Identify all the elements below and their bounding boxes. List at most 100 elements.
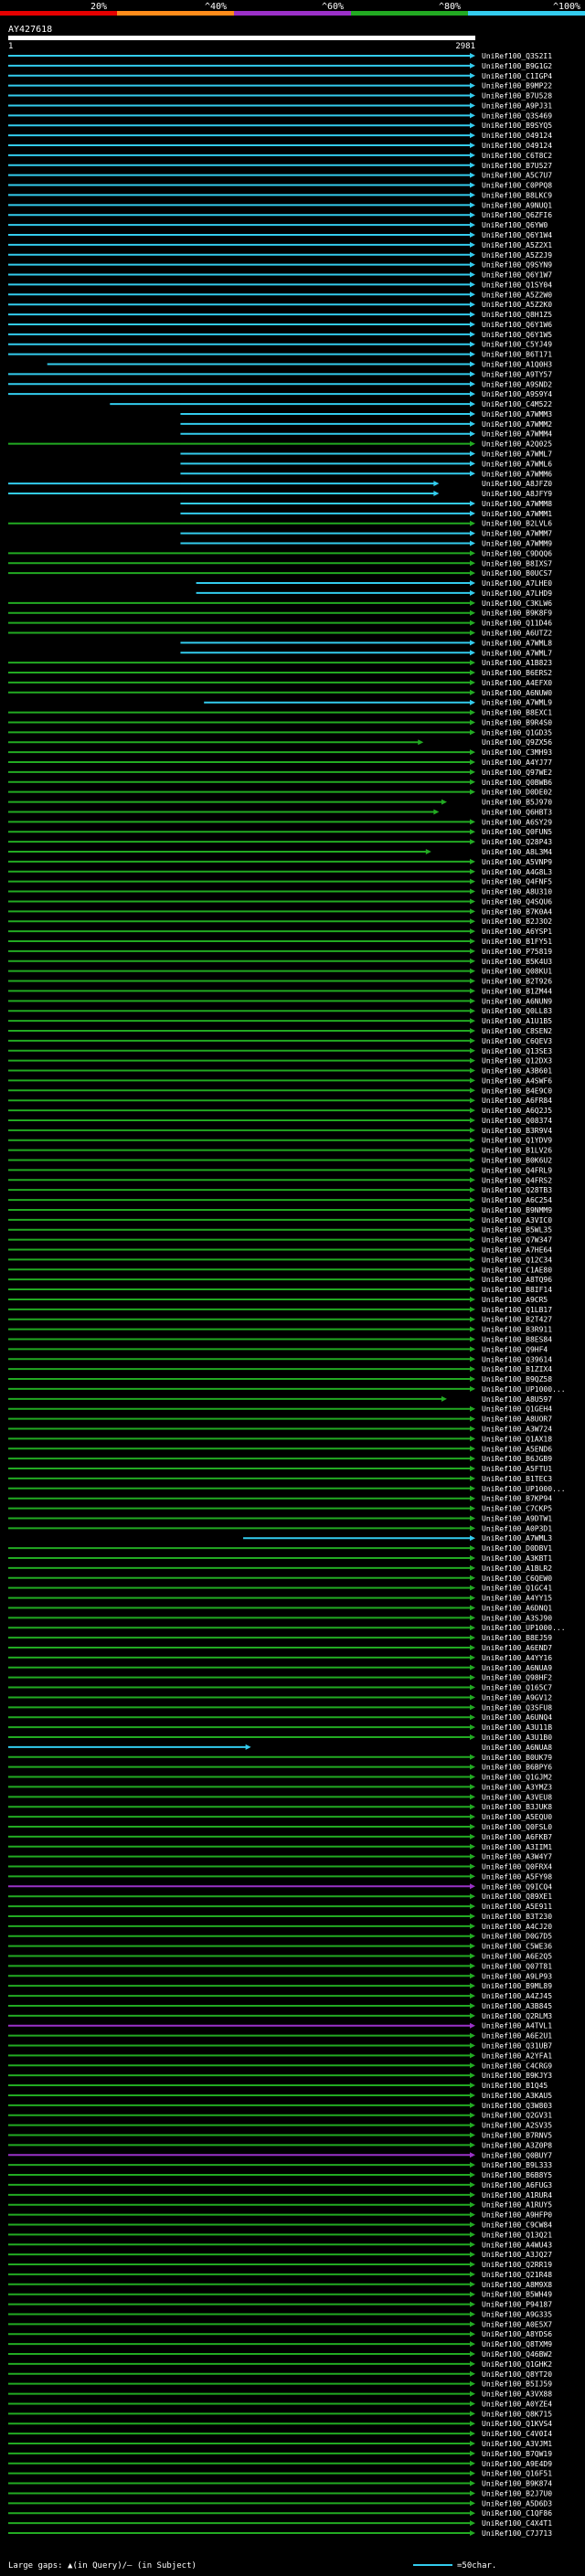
alignment-arrow [470, 789, 475, 795]
alignment-arrow [470, 2470, 475, 2476]
query-start-label: 1 [8, 42, 13, 51]
alignment-arrow [470, 500, 475, 506]
subject-label: UniRef100_Q1GD35 [482, 728, 552, 737]
alignment-arrow [470, 1645, 475, 1651]
alignment-arrow [470, 1087, 475, 1094]
subject-label: UniRef100_B3JUK8 [482, 1803, 552, 1811]
subject-label: UniRef100_Q39614 [482, 1355, 552, 1363]
alignment-arrow [470, 1625, 475, 1631]
alignment-arrow [470, 839, 475, 845]
subject-label: UniRef100_A5Z2K0 [482, 301, 552, 309]
alignment-arrow [470, 2331, 475, 2337]
alignment-arrow [470, 1485, 475, 1491]
subject-label: UniRef100_A9E4D9 [482, 2460, 552, 2468]
subject-label: UniRef100_Q46BW2 [482, 2350, 552, 2359]
alignment-arrow [470, 410, 475, 417]
subject-label: UniRef100_C8SEN2 [482, 1027, 552, 1035]
subject-label: UniRef100_A5EQU0 [482, 1813, 552, 1821]
alignment-arrow [470, 709, 475, 716]
subject-label: UniRef100_A3YMZ3 [482, 1783, 552, 1791]
alignment-arrow [470, 192, 475, 198]
subject-label: UniRef100_O49124 [482, 142, 552, 150]
alignment-arrow [470, 510, 475, 516]
subject-label: UniRef100_Q13Q21 [482, 2231, 552, 2239]
alignment-arrow [470, 1236, 475, 1243]
subject-label: UniRef100_C9DQQ6 [482, 549, 552, 557]
alignment-arrow [470, 1197, 475, 1203]
alignment-arrow [470, 1137, 475, 1143]
alignment-arrow [470, 1187, 475, 1193]
subject-label: UniRef100_Q1KVS4 [482, 2420, 552, 2428]
alignment-arrow [470, 261, 475, 268]
alignment-arrow [470, 898, 475, 905]
alignment-arrow [470, 2181, 475, 2188]
subject-label: UniRef100_B0UCS7 [482, 569, 552, 578]
subject-label: UniRef100_B1ZM44 [482, 987, 552, 995]
alignment-arrow [470, 1863, 475, 1870]
alignment-arrow [470, 1714, 475, 1721]
subject-label: UniRef100_Q0FUN5 [482, 828, 552, 836]
subject-label: UniRef100_A6FUG3 [482, 2181, 552, 2189]
subject-label: UniRef100_Q6Y1W7 [482, 271, 552, 280]
subject-label: UniRef100_A7WML7 [482, 649, 552, 657]
alignment-arrow [470, 1545, 475, 1552]
alignment-arrow [470, 2062, 475, 2069]
alignment-arrow [470, 2092, 475, 2098]
scale-segment [351, 11, 468, 16]
subject-label: UniRef100_C5YJ49 [482, 341, 552, 349]
alignment-arrow [470, 1475, 475, 1481]
subject-label: UniRef100_A8UOR7 [482, 1415, 552, 1424]
subject-label: UniRef100_B2T427 [482, 1316, 552, 1324]
subject-label: UniRef100_B6ERS2 [482, 669, 552, 677]
alignment-arrow [470, 1883, 475, 1890]
subject-label: UniRef100_A7WMM1 [482, 510, 552, 518]
subject-label: UniRef100_A5FY98 [482, 1872, 552, 1881]
subject-label: UniRef100_Q31UB7 [482, 2042, 552, 2051]
subject-label: UniRef100_A8JFY9 [482, 490, 552, 498]
alignment-arrow [470, 1873, 475, 1880]
subject-label: UniRef100_Q0FRX4 [482, 1863, 552, 1871]
alignment-arrow [470, 2421, 475, 2427]
subject-label: UniRef100_C3MH93 [482, 748, 552, 757]
alignment-arrow [470, 1296, 475, 1302]
alignment-arrow [470, 1226, 475, 1233]
alignment-arrow [470, 1794, 475, 1800]
alignment-arrow [470, 1943, 475, 1949]
alignment-arrow [470, 1585, 475, 1591]
alignment-arrow [470, 92, 475, 99]
alignment-arrow [470, 2083, 475, 2089]
subject-label: UniRef100_A8U597 [482, 1395, 552, 1404]
alignment-arrow [470, 1157, 475, 1163]
alignment-arrow [470, 351, 475, 357]
subject-label: UniRef100_Q2RR19 [482, 2261, 552, 2269]
subject-label: UniRef100_C7CKP5 [482, 1505, 552, 1513]
subject-label: UniRef100_A7LHE0 [482, 579, 552, 588]
subject-label: UniRef100_A9DTW1 [482, 1514, 552, 1522]
subject-label: UniRef100_Q0BUY7 [482, 2151, 552, 2159]
alignment-arrow [470, 1446, 475, 1452]
subject-label: UniRef100_Q4FRS2 [482, 1176, 552, 1184]
alignment-arrow [470, 2052, 475, 2059]
subject-label: UniRef100_A8U310 [482, 888, 552, 896]
alignment-arrow [470, 2490, 475, 2496]
subject-label: UniRef100_A7WMM3 [482, 410, 552, 419]
subject-label: UniRef100_Q89XE1 [482, 1892, 552, 1901]
alignment-arrow [470, 1635, 475, 1641]
subject-label: UniRef100_Q0LL83 [482, 1007, 552, 1015]
alignment-arrow [470, 779, 475, 785]
subject-label: UniRef100_B8EXC1 [482, 709, 552, 717]
subject-label: UniRef100_A3SJ90 [482, 1614, 552, 1622]
alignment-arrow [470, 1426, 475, 1432]
subject-label: UniRef100_B2J3O2 [482, 917, 552, 926]
subject-label: UniRef100_C6QEW0 [482, 1574, 552, 1583]
subject-label: UniRef100_A7WMM9 [482, 539, 552, 547]
alignment-arrow [470, 868, 475, 875]
subject-label: UniRef100_Q98HF2 [482, 1674, 552, 1682]
subject-label: UniRef100_C5WE36 [482, 1943, 552, 1951]
alignment-arrow [470, 2271, 475, 2277]
alignment-arrow [470, 401, 475, 408]
subject-label: UniRef100_Q1GEH4 [482, 1405, 552, 1414]
scale-legend-label: =50char. [457, 2561, 496, 2571]
alignment-arrow [470, 660, 475, 666]
alignment-arrow [470, 1108, 475, 1114]
